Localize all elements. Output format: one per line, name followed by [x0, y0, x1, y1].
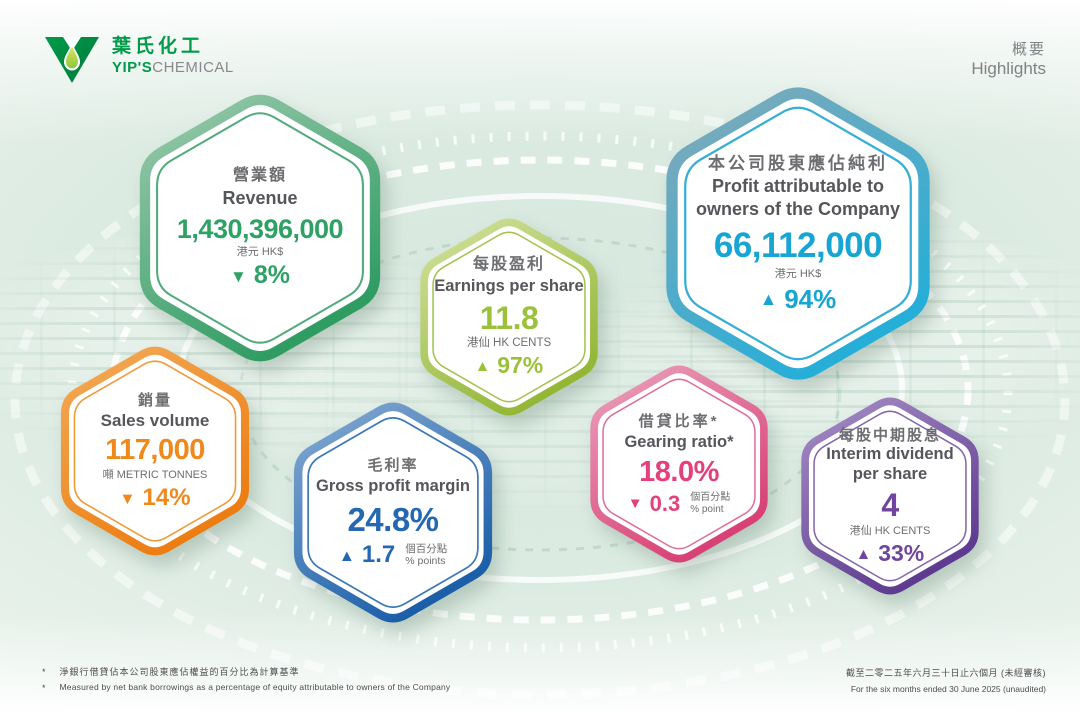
card-profit: 本公司股東應佔純利 Profit attributable to owners … — [666, 87, 930, 380]
card-title-zh: 每股中期股息 — [838, 426, 941, 444]
yips-chemical-logo: 葉氏化工 YIP'SCHEMICAL — [44, 36, 234, 88]
card-title-en: Gross profit margin — [315, 476, 471, 495]
delta-indicator: ▼ 14% — [119, 483, 191, 511]
delta-value: 97% — [497, 352, 544, 379]
metric-value: 66,112,000 — [713, 226, 883, 266]
delta-note-zh: 個百分點 — [690, 491, 731, 503]
delta-note-zh: 個百分點 — [405, 542, 448, 555]
delta-value: 14% — [142, 483, 191, 511]
card-title-zh: 毛利率 — [367, 457, 419, 475]
decrease-arrow-icon: ▼ — [627, 495, 643, 513]
card-title-en: Sales volume — [100, 411, 210, 431]
footnote-zh: * 淨銀行借貸佔本公司股東應佔權益的百分比為計算基準 — [42, 666, 300, 677]
card-title-en: Profit attributable to — [712, 176, 884, 197]
logo-zh-text: 葉氏化工 — [112, 36, 205, 57]
card-title-en: Earnings per share — [434, 277, 584, 296]
delta-note: 個百分點 % points — [405, 543, 447, 568]
footnotes: * 淨銀行借貸佔本公司股東應佔權益的百分比為計算基準 * Measured by… — [42, 664, 450, 696]
metric-value: 18.0% — [639, 456, 719, 489]
increase-arrow-icon: ▲ — [474, 358, 491, 376]
card-earnings-per-share: 每股盈利 Earnings per share 11.8 港仙 HK CENTS… — [420, 218, 598, 416]
page-title-en: Highlights — [971, 59, 1046, 78]
card-title-en: Interim dividend — [826, 445, 954, 464]
card-title-zh: 借貸比率* — [638, 413, 720, 431]
page-title-zh: 概要 — [1011, 41, 1046, 58]
metric-value: 11.8 — [479, 299, 539, 336]
delta-note-en: % points — [405, 555, 446, 568]
delta-indicator: ▼ 8% — [230, 262, 290, 290]
period-en: For the six months ended 30 June 2025 (u… — [850, 683, 1046, 694]
card-gearing-ratio: 借貸比率* Gearing ratio* 18.0% ▼ 0.3 個百分點 % … — [590, 365, 768, 563]
delta-indicator: ▼ 0.3 個百分點 % point — [627, 490, 730, 516]
card-gross-profit-margin: 毛利率 Gross profit margin 24.8% ▲ 1.7 個百分點… — [293, 402, 493, 623]
card-title-en-line2: owners of the Company — [695, 198, 901, 219]
delta-value: 8% — [253, 261, 290, 290]
page-title: 概要 Highlights — [971, 38, 1046, 79]
delta-indicator: ▲ 1.7 個百分點 % points — [338, 541, 448, 569]
delta-indicator: ▲ 33% — [855, 539, 925, 566]
decrease-arrow-icon: ▼ — [119, 489, 136, 508]
delta-note-en: % point — [690, 503, 724, 515]
decrease-arrow-icon: ▼ — [230, 267, 247, 287]
card-title-en: Gearing ratio* — [624, 432, 734, 451]
card-title-zh: 銷量 — [137, 391, 172, 409]
card-interim-dividend: 每股中期股息 Interim dividend per share 4 港仙 H… — [801, 397, 979, 595]
card-title-en-line2: per share — [852, 465, 928, 484]
card-revenue: 營業額 Revenue 1,430,396,000 港元 HK$ ▼ 8% — [139, 94, 381, 362]
metric-unit: 港仙 HK CENTS — [466, 337, 552, 350]
metric-unit: 港仙 HK CENTS — [849, 524, 931, 537]
delta-indicator: ▲ 94% — [760, 285, 837, 314]
metric-value: 4 — [881, 486, 899, 523]
card-title-en: Revenue — [222, 188, 298, 209]
reporting-period: 截至二零二五年六月三十日止六個月 (未經審核) For the six mont… — [846, 666, 1046, 696]
footnote-en: * Measured by net bank borrowings as a p… — [42, 681, 451, 693]
card-title-zh: 本公司股東應佔純利 — [708, 154, 888, 174]
metric-unit: 港元 HK$ — [236, 245, 284, 258]
metric-unit: 噸 METRIC TONNES — [102, 468, 208, 481]
delta-value: 94% — [784, 284, 837, 315]
card-title-zh: 營業額 — [232, 167, 287, 185]
delta-value: 33% — [878, 539, 925, 566]
metric-value: 117,000 — [105, 434, 205, 467]
delta-indicator: ▲ 97% — [474, 352, 544, 379]
delta-note: 個百分點 % point — [690, 492, 730, 516]
logo-en-text: YIP'SCHEMICAL — [112, 58, 234, 76]
metric-value: 24.8% — [347, 501, 439, 539]
increase-arrow-icon: ▲ — [759, 289, 778, 310]
delta-value: 1.7 — [361, 541, 396, 569]
metric-unit: 港元 HK$ — [774, 267, 822, 280]
card-title-zh: 每股盈利 — [472, 256, 545, 274]
delta-value: 0.3 — [649, 490, 681, 516]
logo-mark-icon — [45, 37, 99, 83]
period-zh: 截至二零二五年六月三十日止六個月 (未經審核) — [846, 668, 1046, 679]
card-sales-volume: 銷量 Sales volume 117,000 噸 METRIC TONNES … — [60, 346, 250, 556]
metric-value: 1,430,396,000 — [176, 213, 344, 244]
increase-arrow-icon: ▲ — [338, 547, 355, 566]
increase-arrow-icon: ▲ — [855, 545, 872, 563]
